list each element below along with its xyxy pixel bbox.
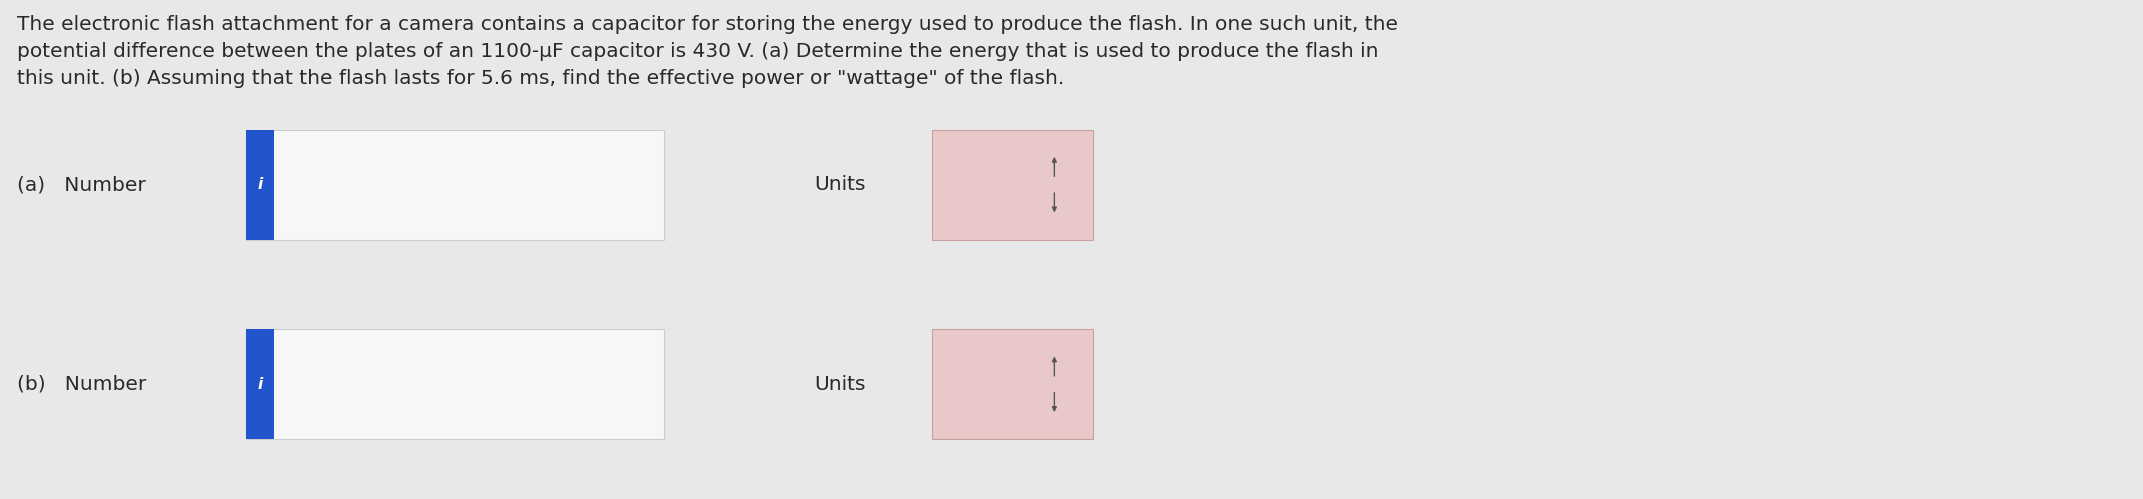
Bar [932, 329, 1093, 439]
Text: i: i [257, 177, 264, 192]
Text: The electronic flash attachment for a camera contains a capacitor for storing th: The electronic flash attachment for a ca… [17, 15, 1397, 88]
Bar [932, 130, 1093, 240]
Bar [246, 329, 274, 439]
Text: (b)   Number: (b) Number [17, 375, 146, 394]
Text: i: i [257, 377, 264, 392]
Bar [246, 329, 664, 439]
Bar [246, 130, 664, 240]
Bar [246, 130, 274, 240]
Text: (a)   Number: (a) Number [17, 175, 146, 194]
Text: Units: Units [814, 175, 866, 194]
Text: Units: Units [814, 375, 866, 394]
